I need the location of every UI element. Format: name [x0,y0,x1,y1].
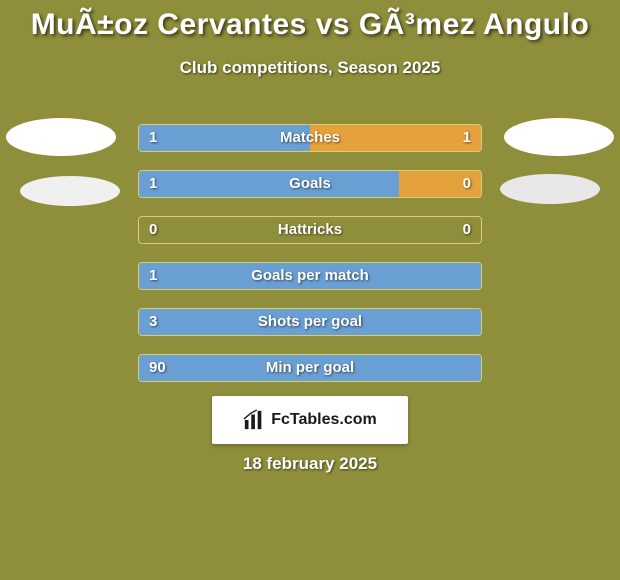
stat-row: 10Goals [138,170,482,198]
stat-row: 3Shots per goal [138,308,482,336]
chart-bars-icon [243,409,265,431]
stat-label: Shots per goal [139,309,481,336]
comparison-infographic: MuÃ±oz Cervantes vs GÃ³mez Angulo Club c… [0,0,620,580]
stat-row: 00Hattricks [138,216,482,244]
stat-row: 11Matches [138,124,482,152]
stat-label: Hattricks [139,217,481,244]
stat-row: 90Min per goal [138,354,482,382]
branding-badge: FcTables.com [212,396,408,444]
stat-label: Min per goal [139,355,481,382]
stat-rows: 11Matches 10Goals 00Hattricks 1Goals per ma… [138,124,482,400]
stat-label: Goals [139,171,481,198]
stat-row: 1Goals per match [138,262,482,290]
date-label: 18 february 2025 [0,454,620,474]
player-right-ellipse [504,118,614,156]
page-title: MuÃ±oz Cervantes vs GÃ³mez Angulo [0,8,620,42]
branding-text: FcTables.com [271,411,377,429]
stat-label: Matches [139,125,481,152]
subtitle: Club competitions, Season 2025 [0,58,620,78]
stat-label: Goals per match [139,263,481,290]
club-left-ellipse [20,176,120,206]
club-right-ellipse [500,174,600,204]
player-left-ellipse [6,118,116,156]
